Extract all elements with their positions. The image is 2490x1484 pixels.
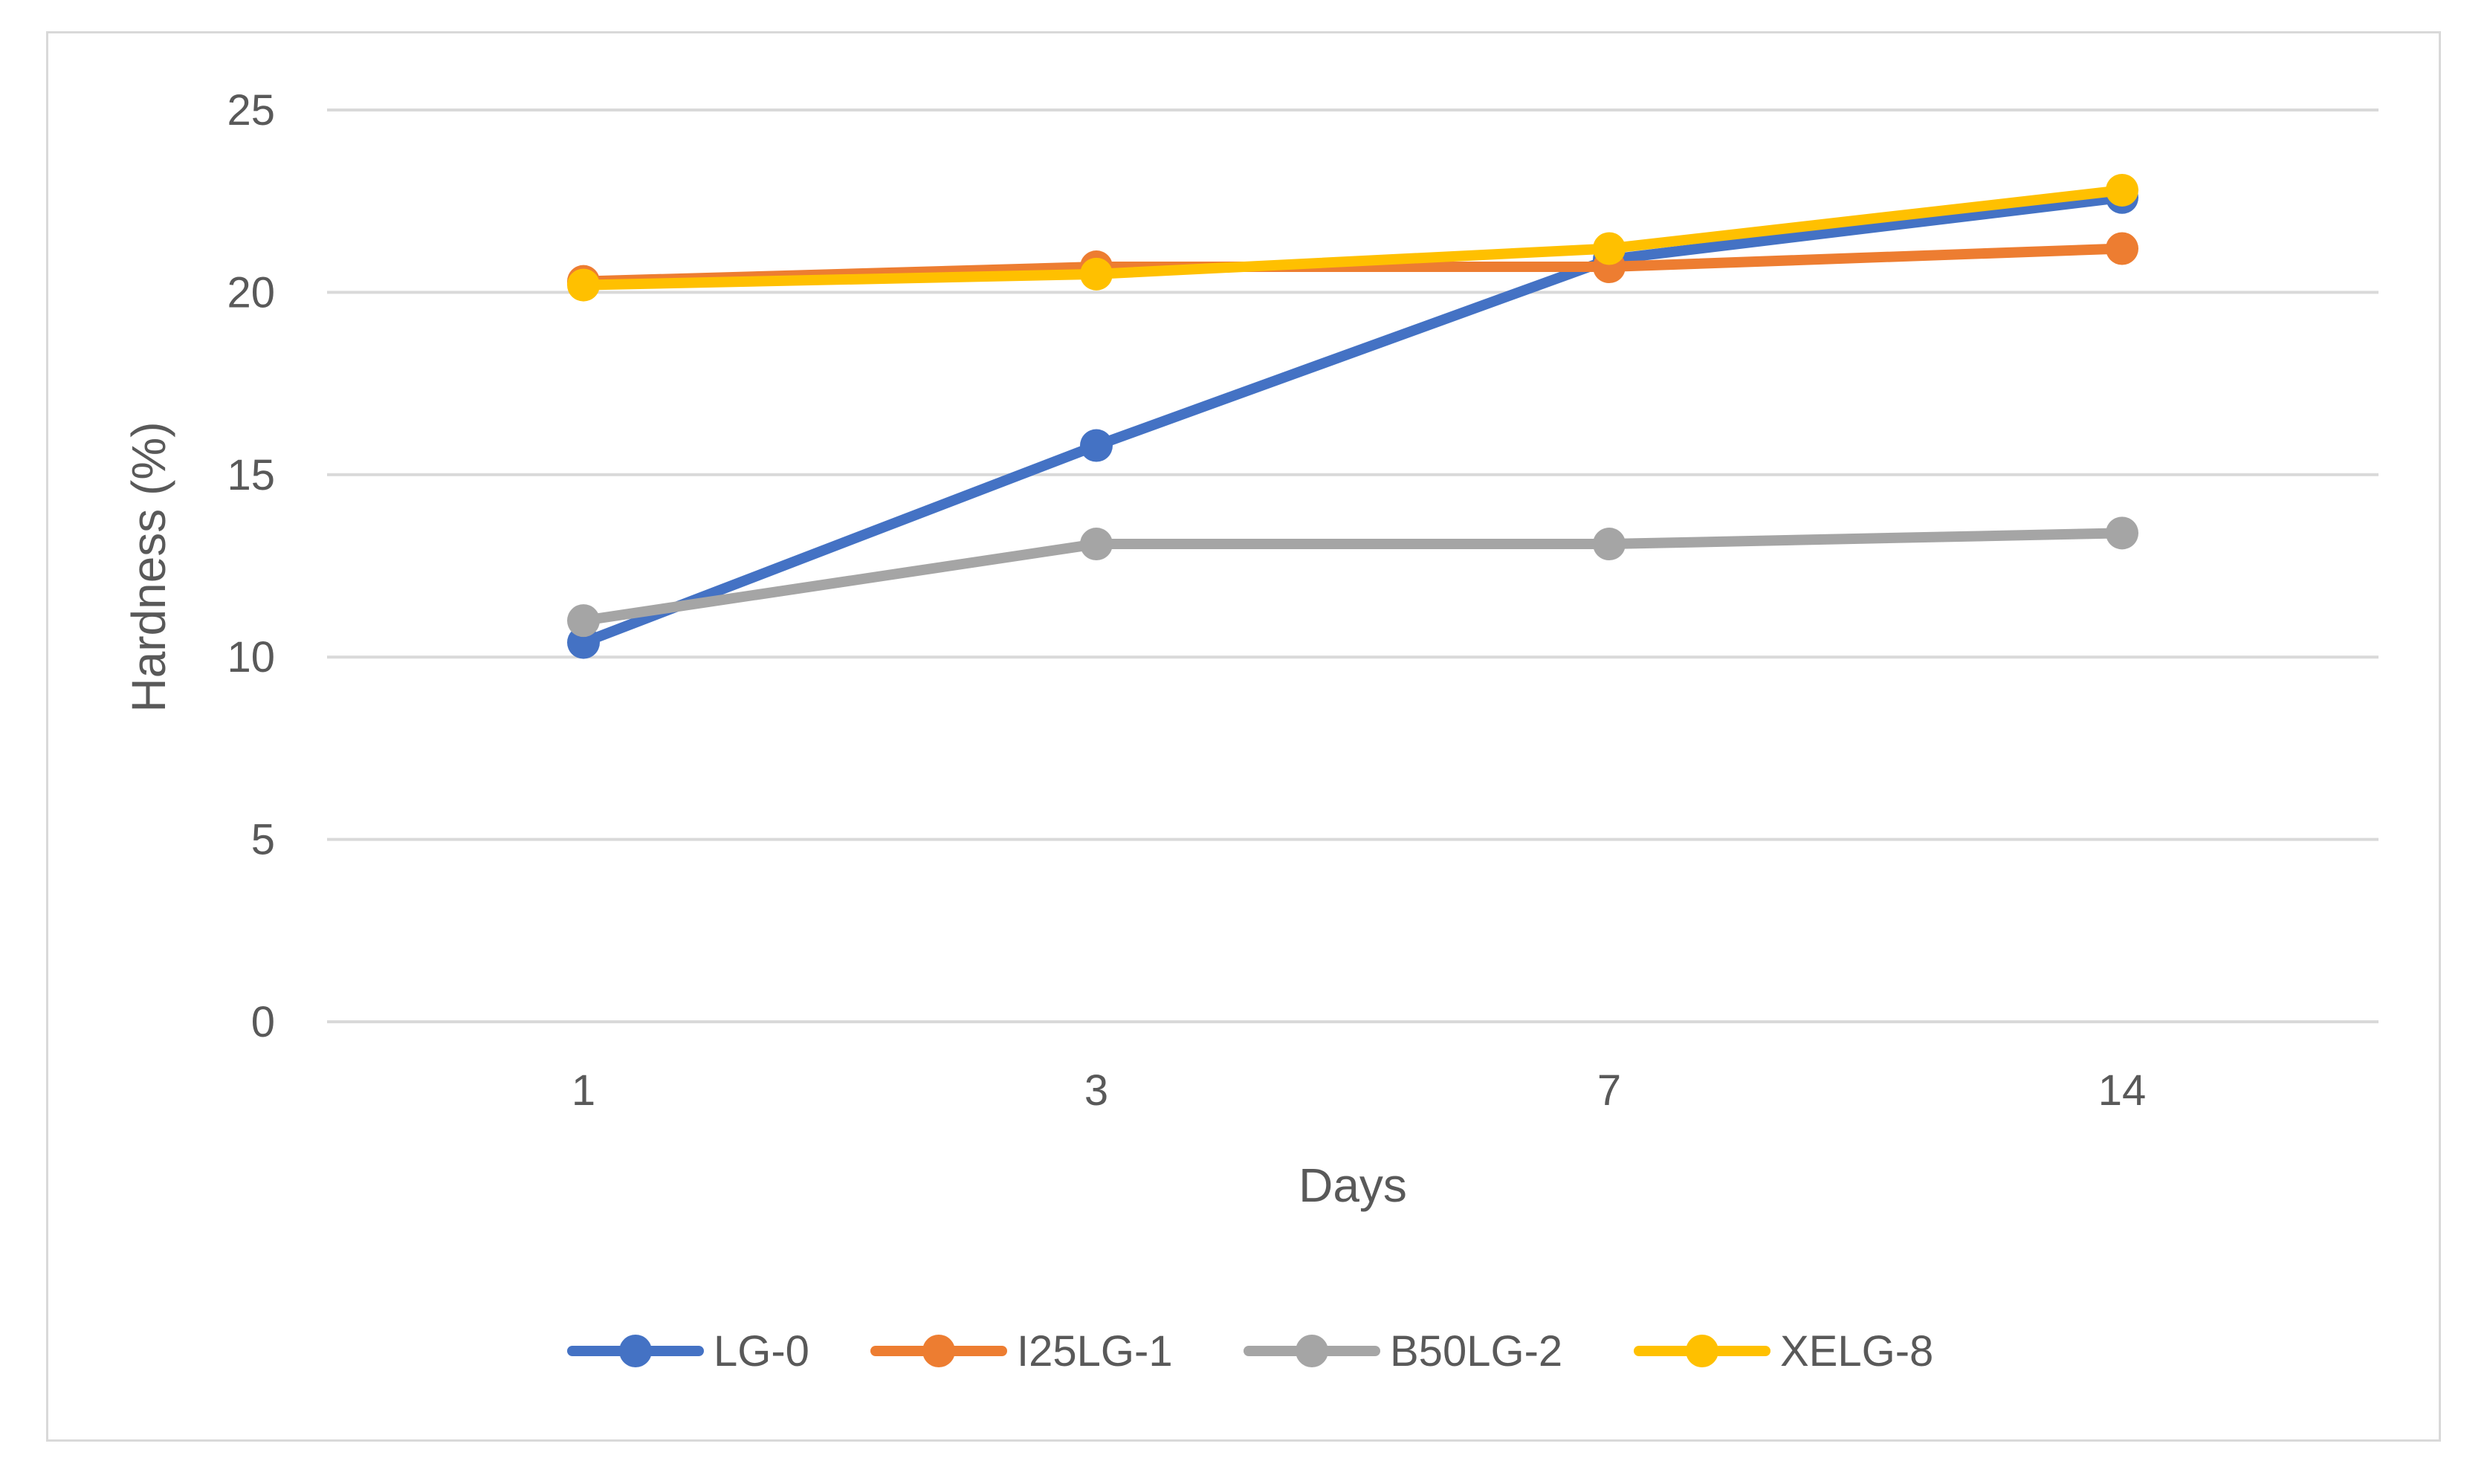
data-point [2106, 516, 2138, 550]
legend-swatch-marker [619, 1335, 652, 1367]
x-axis-ticks: 1 3 7 14 [572, 1066, 2146, 1115]
y-tick-label: 10 [227, 633, 275, 681]
gridlines [327, 108, 2379, 1023]
data-point [1080, 429, 1113, 462]
legend-item: LG-0 [567, 1327, 809, 1376]
data-point [1593, 528, 1626, 561]
x-tick-label: 14 [2098, 1066, 2147, 1115]
series-line [578, 243, 2127, 287]
x-axis-title: Days [1299, 1159, 1407, 1212]
legend-label: B50LG-2 [1390, 1327, 1562, 1376]
series-line [578, 184, 2127, 291]
data-point [567, 268, 600, 302]
data-point [1080, 257, 1113, 291]
legend-swatch-marker [922, 1335, 955, 1367]
series-xelg-8 [567, 173, 2138, 302]
legend-label: I25LG-1 [1017, 1327, 1173, 1376]
legend: LG-0 I25LG-1 B50LG-2 XELG-8 [567, 1327, 1933, 1376]
y-tick-label: 15 [227, 451, 275, 499]
y-tick-label: 5 [251, 816, 275, 864]
data-point [567, 604, 600, 638]
legend-label: XELG-8 [1780, 1327, 1933, 1376]
data-point [2106, 232, 2138, 265]
legend-item: I25LG-1 [870, 1327, 1173, 1376]
series-line [578, 192, 2127, 648]
legend-item: B50LG-2 [1244, 1327, 1562, 1376]
x-tick-label: 3 [1084, 1066, 1108, 1115]
data-point [2106, 173, 2138, 207]
y-tick-label: 0 [251, 998, 275, 1046]
data-point [1593, 232, 1626, 265]
series-layer [567, 173, 2138, 659]
legend-label: LG-0 [714, 1327, 809, 1376]
y-tick-label: 20 [227, 268, 275, 317]
y-axis-title: Hardness (%) [122, 421, 175, 712]
y-tick-label: 25 [227, 86, 275, 135]
x-tick-label: 1 [572, 1066, 595, 1115]
series-b50lg-2 [567, 516, 2138, 638]
x-tick-label: 7 [1597, 1066, 1621, 1115]
series-line [578, 528, 2127, 626]
y-axis-ticks: 0 5 10 15 20 25 [227, 86, 275, 1046]
legend-swatch-marker [1686, 1335, 1718, 1367]
legend-item: XELG-8 [1634, 1327, 1933, 1376]
data-point [1080, 528, 1113, 561]
legend-swatch-marker [1296, 1335, 1328, 1367]
